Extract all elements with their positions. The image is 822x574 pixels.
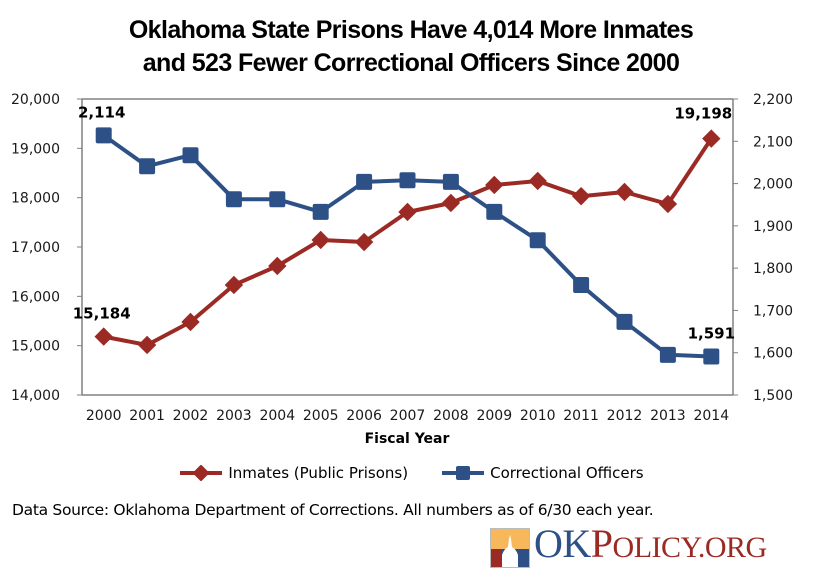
okpolicy-logo: OKPOLICY.ORG <box>490 524 767 568</box>
right-y-axis: 1,500 1,600 1,700 1,800 1,900 2,000 2,100 2,200 <box>733 92 793 404</box>
right-tick-label: 2,100 <box>753 134 793 150</box>
logo-text: OKPOLICY.ORG <box>534 521 767 566</box>
left-tick-label: 16,000 <box>11 289 60 305</box>
data-source-note: Data Source: Oklahoma Department of Corr… <box>12 501 654 519</box>
x-tick-label: 2002 <box>173 408 209 424</box>
legend-item-officers: Correctional Officers <box>440 464 644 482</box>
data-point <box>703 348 720 365</box>
data-point <box>702 129 721 148</box>
data-point <box>354 232 374 252</box>
x-tick-label: 2014 <box>693 408 729 424</box>
data-point <box>269 191 286 208</box>
data-point <box>94 327 113 346</box>
left-tick-label: 17,000 <box>11 240 60 256</box>
x-tick-label: 2004 <box>259 408 295 424</box>
series-layer <box>94 127 721 365</box>
left-tick-label: 20,000 <box>11 92 60 108</box>
data-point <box>485 175 504 195</box>
data-label: 1,591 <box>688 325 735 343</box>
data-point <box>225 191 242 208</box>
x-tick-label: 2013 <box>650 408 686 424</box>
data-point <box>182 147 199 164</box>
data-point <box>224 275 244 295</box>
x-axis: 2000 2001 2002 2003 2004 2005 2006 2007 2008 2009… <box>86 408 729 424</box>
title-line-2: and 523 Fewer Correctional Officers Sinc… <box>142 49 680 77</box>
plot-frame <box>81 98 734 396</box>
data-point <box>399 172 416 189</box>
series-inmates <box>94 129 721 355</box>
x-tick-label: 2012 <box>607 408 643 424</box>
data-point <box>529 232 546 249</box>
data-point <box>356 173 373 190</box>
left-y-axis: 14,000 15,000 16,000 17,000 18,000 19,000 20,0… <box>11 92 82 404</box>
data-point <box>137 335 157 355</box>
data-point <box>312 203 329 220</box>
data-labels: 2,114 15,184 19,198 1,591 <box>73 103 735 342</box>
legend: Inmates (Public Prisons) Correctional Of… <box>0 464 822 482</box>
left-tick-label: 15,000 <box>11 339 60 355</box>
x-tick-label: 2009 <box>476 408 512 424</box>
left-tick-label: 14,000 <box>11 388 60 404</box>
left-tick-label: 18,000 <box>11 191 60 207</box>
data-point <box>398 202 417 222</box>
diamond-marker-icon <box>180 465 223 481</box>
x-axis-title: Fiscal Year <box>365 431 450 447</box>
data-label: 2,114 <box>78 103 125 121</box>
line-chart: 14,000 15,000 16,000 17,000 18,000 19,000 20,0… <box>11 92 793 447</box>
right-tick-label: 1,900 <box>753 219 793 235</box>
title-line-1: Oklahoma State Prisons Have 4,014 More I… <box>128 16 694 44</box>
left-tick-label: 19,000 <box>11 141 60 157</box>
right-tick-label: 1,800 <box>753 261 793 277</box>
data-point <box>139 158 156 175</box>
chart-title: Oklahoma State Prisons Have 4,014 More I… <box>0 14 822 80</box>
x-tick-label: 2000 <box>86 408 122 424</box>
right-tick-label: 2,000 <box>753 177 793 193</box>
legend-label-officers: Correctional Officers <box>490 464 644 482</box>
data-point <box>441 193 461 213</box>
x-tick-label: 2010 <box>520 408 556 424</box>
data-point <box>615 182 634 202</box>
data-point <box>573 277 590 294</box>
right-tick-label: 1,600 <box>753 346 793 362</box>
square-marker-icon <box>442 466 485 480</box>
capitol-dome-icon <box>490 528 530 568</box>
x-tick-label: 2011 <box>563 408 599 424</box>
x-tick-label: 2008 <box>433 408 469 424</box>
data-point <box>442 173 459 190</box>
x-tick-label: 2001 <box>129 408 165 424</box>
data-point <box>268 256 287 276</box>
right-tick-label: 1,700 <box>753 303 793 319</box>
data-point <box>95 127 112 144</box>
data-point <box>486 203 503 220</box>
x-tick-label: 2007 <box>390 408 426 424</box>
data-point <box>311 230 330 250</box>
series-officers <box>95 127 720 365</box>
data-point <box>181 312 200 332</box>
data-label: 19,198 <box>674 105 732 123</box>
data-point <box>571 186 591 206</box>
data-point <box>528 171 547 191</box>
x-tick-label: 2005 <box>303 408 339 424</box>
data-label: 15,184 <box>73 305 131 323</box>
data-point <box>658 194 678 214</box>
data-point <box>616 313 633 330</box>
legend-label-inmates: Inmates (Public Prisons) <box>228 464 409 482</box>
x-tick-label: 2003 <box>216 408 252 424</box>
legend-item-inmates: Inmates (Public Prisons) <box>178 464 408 482</box>
right-tick-label: 1,500 <box>753 388 793 404</box>
right-tick-label: 2,200 <box>753 92 793 108</box>
x-tick-label: 2006 <box>346 408 382 424</box>
data-point <box>659 346 676 363</box>
